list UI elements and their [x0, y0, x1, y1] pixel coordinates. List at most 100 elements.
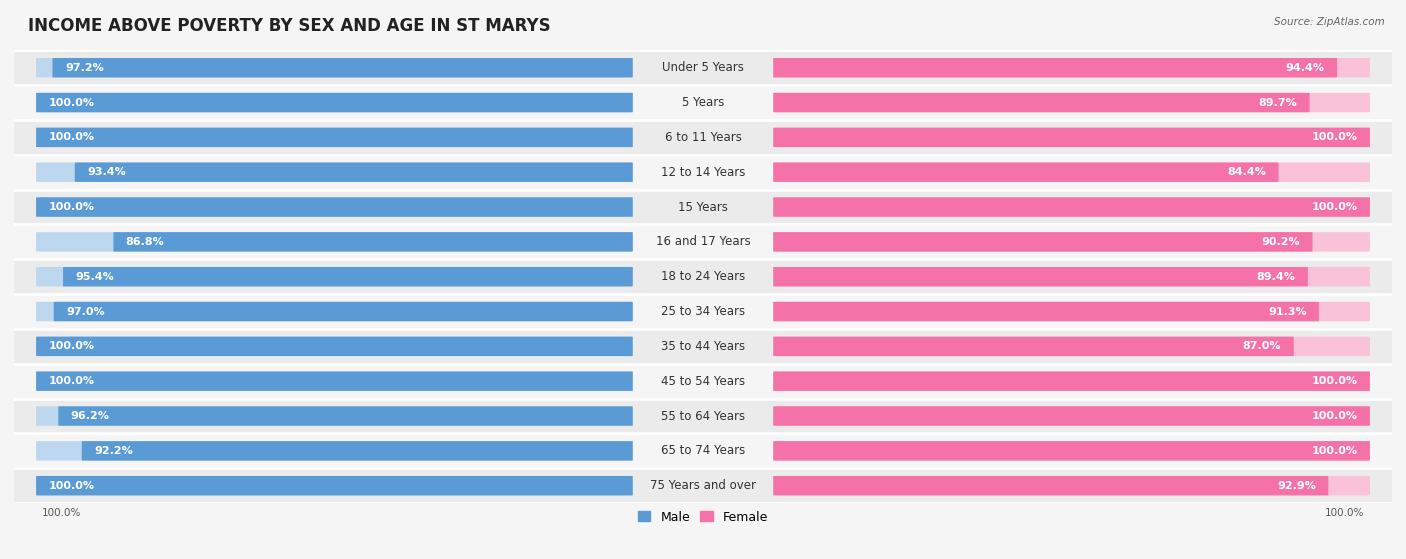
FancyBboxPatch shape — [773, 232, 1369, 252]
FancyBboxPatch shape — [37, 372, 633, 391]
Text: 89.4%: 89.4% — [1257, 272, 1295, 282]
Text: 97.0%: 97.0% — [66, 306, 104, 316]
FancyBboxPatch shape — [37, 302, 633, 321]
Text: 12 to 14 Years: 12 to 14 Years — [661, 165, 745, 179]
FancyBboxPatch shape — [773, 267, 1308, 286]
FancyBboxPatch shape — [773, 163, 1278, 182]
FancyBboxPatch shape — [773, 127, 1369, 147]
FancyBboxPatch shape — [773, 93, 1369, 112]
Text: 100.0%: 100.0% — [49, 132, 94, 143]
FancyBboxPatch shape — [37, 372, 633, 391]
FancyBboxPatch shape — [37, 93, 633, 112]
FancyBboxPatch shape — [114, 232, 633, 252]
FancyBboxPatch shape — [773, 267, 1369, 286]
Text: 100.0%: 100.0% — [49, 342, 94, 352]
FancyBboxPatch shape — [52, 58, 633, 78]
FancyBboxPatch shape — [37, 441, 633, 461]
Text: 95.4%: 95.4% — [76, 272, 114, 282]
FancyBboxPatch shape — [773, 476, 1369, 495]
Text: 6 to 11 Years: 6 to 11 Years — [665, 131, 741, 144]
Text: 90.2%: 90.2% — [1261, 237, 1301, 247]
FancyBboxPatch shape — [773, 302, 1369, 321]
Text: 45 to 54 Years: 45 to 54 Years — [661, 375, 745, 388]
FancyBboxPatch shape — [773, 197, 1369, 217]
Text: 5 Years: 5 Years — [682, 96, 724, 109]
FancyBboxPatch shape — [37, 337, 633, 356]
Text: 100.0%: 100.0% — [1312, 376, 1358, 386]
FancyBboxPatch shape — [773, 406, 1369, 426]
FancyBboxPatch shape — [14, 50, 1392, 85]
FancyBboxPatch shape — [14, 155, 1392, 190]
Text: 96.2%: 96.2% — [70, 411, 110, 421]
Text: 86.8%: 86.8% — [125, 237, 165, 247]
FancyBboxPatch shape — [773, 58, 1369, 78]
FancyBboxPatch shape — [14, 190, 1392, 225]
Text: 15 Years: 15 Years — [678, 201, 728, 214]
FancyBboxPatch shape — [37, 476, 633, 495]
FancyBboxPatch shape — [53, 302, 633, 321]
FancyBboxPatch shape — [773, 93, 1309, 112]
Text: 100.0%: 100.0% — [1312, 202, 1358, 212]
FancyBboxPatch shape — [37, 127, 633, 147]
Text: 16 and 17 Years: 16 and 17 Years — [655, 235, 751, 248]
Text: 100.0%: 100.0% — [1312, 446, 1358, 456]
Text: 65 to 74 Years: 65 to 74 Years — [661, 444, 745, 457]
Text: 100.0%: 100.0% — [49, 202, 94, 212]
Text: 35 to 44 Years: 35 to 44 Years — [661, 340, 745, 353]
FancyBboxPatch shape — [773, 372, 1369, 391]
Text: 92.9%: 92.9% — [1277, 481, 1316, 491]
FancyBboxPatch shape — [773, 232, 1313, 252]
Text: 100.0%: 100.0% — [49, 481, 94, 491]
FancyBboxPatch shape — [37, 267, 633, 286]
FancyBboxPatch shape — [37, 163, 633, 182]
Text: 84.4%: 84.4% — [1227, 167, 1267, 177]
FancyBboxPatch shape — [773, 302, 1319, 321]
FancyBboxPatch shape — [14, 364, 1392, 399]
FancyBboxPatch shape — [37, 476, 633, 495]
FancyBboxPatch shape — [773, 337, 1369, 356]
FancyBboxPatch shape — [773, 476, 1329, 495]
FancyBboxPatch shape — [14, 120, 1392, 155]
FancyBboxPatch shape — [75, 163, 633, 182]
FancyBboxPatch shape — [14, 329, 1392, 364]
Text: 75 Years and over: 75 Years and over — [650, 479, 756, 492]
FancyBboxPatch shape — [14, 225, 1392, 259]
FancyBboxPatch shape — [773, 163, 1369, 182]
Text: 89.7%: 89.7% — [1258, 98, 1298, 107]
FancyBboxPatch shape — [37, 232, 633, 252]
FancyBboxPatch shape — [37, 127, 633, 147]
FancyBboxPatch shape — [82, 441, 633, 461]
Text: Source: ZipAtlas.com: Source: ZipAtlas.com — [1274, 17, 1385, 27]
Text: 18 to 24 Years: 18 to 24 Years — [661, 270, 745, 283]
Text: 100.0%: 100.0% — [1324, 508, 1364, 518]
FancyBboxPatch shape — [773, 406, 1369, 426]
FancyBboxPatch shape — [14, 294, 1392, 329]
Text: 100.0%: 100.0% — [49, 98, 94, 107]
Text: 97.2%: 97.2% — [65, 63, 104, 73]
FancyBboxPatch shape — [14, 85, 1392, 120]
FancyBboxPatch shape — [37, 337, 633, 356]
FancyBboxPatch shape — [773, 197, 1369, 217]
Text: 92.2%: 92.2% — [94, 446, 134, 456]
FancyBboxPatch shape — [14, 259, 1392, 294]
FancyBboxPatch shape — [773, 441, 1369, 461]
FancyBboxPatch shape — [773, 441, 1369, 461]
Text: 93.4%: 93.4% — [87, 167, 127, 177]
FancyBboxPatch shape — [14, 399, 1392, 433]
FancyBboxPatch shape — [37, 93, 633, 112]
FancyBboxPatch shape — [773, 58, 1337, 78]
FancyBboxPatch shape — [14, 468, 1392, 503]
Text: 87.0%: 87.0% — [1243, 342, 1281, 352]
Text: 100.0%: 100.0% — [49, 376, 94, 386]
Legend: Male, Female: Male, Female — [633, 505, 773, 529]
FancyBboxPatch shape — [37, 197, 633, 217]
Text: 55 to 64 Years: 55 to 64 Years — [661, 410, 745, 423]
FancyBboxPatch shape — [59, 406, 633, 426]
Text: Under 5 Years: Under 5 Years — [662, 61, 744, 74]
Text: 100.0%: 100.0% — [1312, 132, 1358, 143]
Text: INCOME ABOVE POVERTY BY SEX AND AGE IN ST MARYS: INCOME ABOVE POVERTY BY SEX AND AGE IN S… — [28, 17, 551, 35]
FancyBboxPatch shape — [773, 127, 1369, 147]
Text: 94.4%: 94.4% — [1285, 63, 1324, 73]
FancyBboxPatch shape — [773, 337, 1294, 356]
Text: 100.0%: 100.0% — [1312, 411, 1358, 421]
